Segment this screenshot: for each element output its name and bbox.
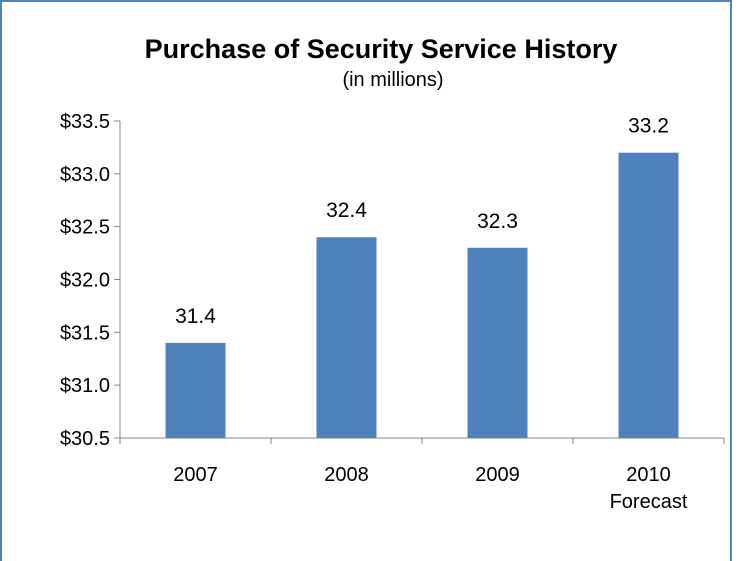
data-label: 31.4 <box>175 305 216 328</box>
chart-title: Purchase of Security Service History <box>145 34 618 64</box>
x-tick-label: 2010 <box>626 464 671 486</box>
y-tick-label: $33.5 <box>60 111 110 133</box>
bar <box>618 152 679 438</box>
bar <box>316 237 377 438</box>
x-tick-label: Forecast <box>610 491 688 513</box>
bar <box>165 342 226 438</box>
y-tick-label: $31.5 <box>60 322 110 344</box>
data-label: 32.3 <box>477 210 518 233</box>
y-tick-label: $32.0 <box>60 270 110 292</box>
x-tick-label: 2009 <box>475 464 520 486</box>
bar <box>467 247 528 438</box>
y-tick-label: $31.0 <box>60 375 110 397</box>
chart-subtitle: (in millions) <box>342 69 443 91</box>
data-label: 33.2 <box>628 115 669 138</box>
x-tick-label: 2008 <box>324 464 369 486</box>
y-tick-label: $32.5 <box>60 217 110 239</box>
y-tick-label: $30.5 <box>60 428 110 450</box>
y-tick-label: $33.0 <box>60 164 110 186</box>
x-tick-label: 2007 <box>173 464 218 486</box>
plot-area: $30.5 $31.0 $31.5 $32.0 $32.5 $33.0 $33.5 31.4 2… <box>60 111 725 513</box>
data-label: 32.4 <box>326 199 367 222</box>
